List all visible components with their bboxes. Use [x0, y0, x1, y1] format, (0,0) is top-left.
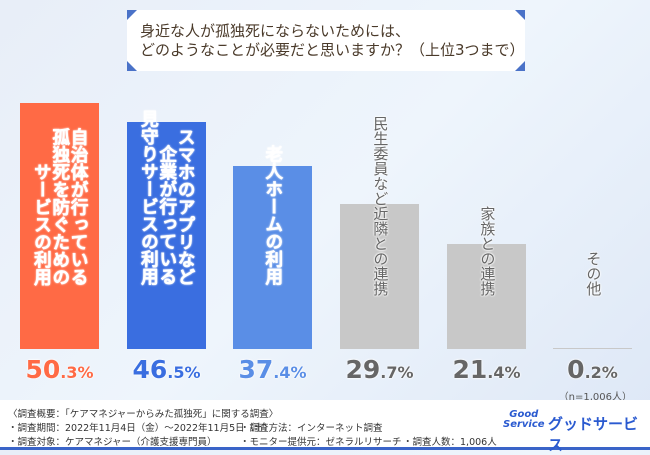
bar-label-6: その他: [584, 251, 603, 296]
survey-provider: ・モニター提供元：ゼネラルリサーチ: [240, 437, 402, 448]
bar-label-4: 民生委員など近隣との連携: [371, 116, 390, 296]
corner-decoration: [515, 10, 525, 20]
corner-decoration: [515, 61, 525, 71]
survey-method: ・調査方法：インターネット調査: [240, 423, 383, 434]
chart-title-line1: 身近な人が孤独死にならないためには、: [140, 22, 411, 40]
bar-3: [233, 166, 312, 349]
logo-good-service: Good Service: [503, 409, 545, 430]
bar-2: [127, 121, 206, 349]
value-label-1: 50.3%: [25, 355, 94, 384]
bar-chart: 自治体が行っている 孤独死を防ぐための サービスの利用 50.3% スマホのアプリな…: [20, 103, 632, 384]
bar-label-1: 自治体が行っている 孤独死を防ぐための サービスの利用: [31, 127, 89, 285]
bar-label-2: スマホのアプリなど 企業が行っている 見守りサービスの利用: [138, 110, 196, 285]
bar-4: [340, 203, 419, 349]
survey-count: ・調査人数：1,006人: [403, 437, 497, 448]
logo-text: グッドサービス: [548, 415, 639, 454]
bar-6: [553, 348, 632, 349]
chart-title-box: 身近な人が孤独死にならないためには、 どのようなことが必要だと思いますか？（上位…: [127, 10, 525, 71]
value-label-6: 0.2%: [567, 355, 618, 384]
bar-1: [20, 103, 99, 349]
value-label-5: 21.4%: [452, 355, 521, 384]
bar-label-3: 老人ホームの利用: [262, 145, 283, 285]
survey-target: ・調査対象：ケアマネジャー（介護支援専門員）: [8, 437, 217, 448]
corner-decoration: [127, 61, 137, 71]
value-label-4: 29.7%: [345, 355, 414, 384]
survey-period: ・調査期間：2022年11月4日（金）〜2022年11月5日（土）: [8, 423, 274, 434]
value-label-2: 46.5%: [132, 355, 201, 384]
value-label-3: 37.4%: [238, 355, 307, 384]
survey-summary: 〈調査概要：「ケアマネジャーからみた孤独死」に関する調査〉: [8, 409, 279, 420]
sample-size-note: （n=1,006人）: [558, 392, 632, 403]
corner-decoration: [127, 10, 137, 20]
bar-5: [447, 244, 526, 349]
chart-title-line2: どのようなことが必要だと思いますか？（上位3つまで）: [140, 41, 525, 59]
bar-label-5: 家族との連携: [478, 206, 497, 296]
footer: 〈調査概要：「ケアマネジャーからみた孤独死」に関する調査〉 ・調査期間：2022…: [0, 400, 650, 454]
